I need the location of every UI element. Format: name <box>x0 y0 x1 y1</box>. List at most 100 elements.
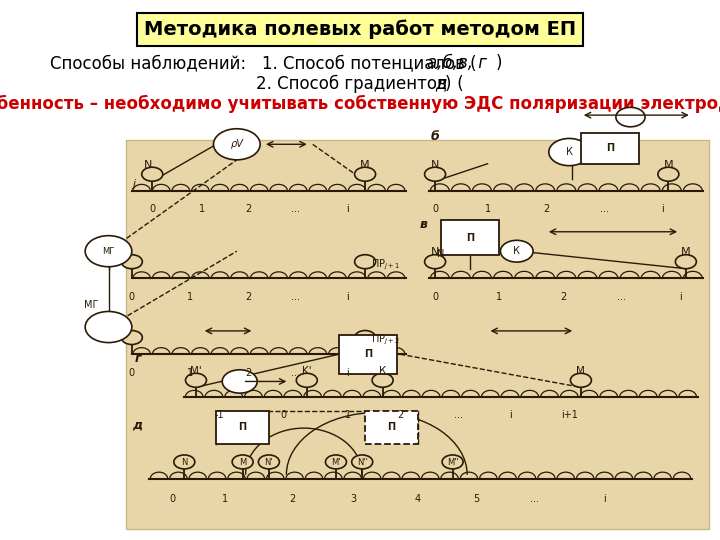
Text: 3: 3 <box>351 494 356 504</box>
Ellipse shape <box>122 255 143 269</box>
Text: i: i <box>346 204 349 214</box>
Ellipse shape <box>355 255 376 269</box>
Text: 2: 2 <box>543 204 549 214</box>
Text: K': K' <box>302 366 312 376</box>
Ellipse shape <box>616 107 645 127</box>
Ellipse shape <box>425 255 446 269</box>
Ellipse shape <box>355 167 376 181</box>
Ellipse shape <box>500 240 533 262</box>
Text: ...: ... <box>600 204 608 214</box>
Text: ρV: ρV <box>230 139 243 149</box>
Text: N: N <box>181 458 187 467</box>
Ellipse shape <box>85 235 132 267</box>
Text: П: П <box>466 233 474 242</box>
Ellipse shape <box>85 312 132 342</box>
Text: i: i <box>679 292 681 302</box>
Text: M: M <box>681 247 690 257</box>
Text: 0: 0 <box>280 410 287 421</box>
Ellipse shape <box>142 167 163 181</box>
Text: 0: 0 <box>432 204 438 214</box>
Text: N: N <box>437 249 445 259</box>
Text: б: б <box>431 130 439 144</box>
Text: N'': N'' <box>356 458 368 467</box>
Ellipse shape <box>549 138 590 166</box>
FancyBboxPatch shape <box>126 140 709 529</box>
Ellipse shape <box>570 373 591 387</box>
Bar <box>339 335 397 374</box>
Text: M': M' <box>331 458 341 467</box>
Ellipse shape <box>258 455 279 469</box>
Text: M': M' <box>190 366 202 376</box>
Text: i: i <box>510 410 513 421</box>
Ellipse shape <box>355 330 376 345</box>
Text: i: i <box>346 292 349 302</box>
Text: а,б,в, г: а,б,в, г <box>427 54 487 72</box>
Text: N: N <box>144 159 153 170</box>
Text: 5: 5 <box>473 494 479 504</box>
Text: N: N <box>431 247 439 257</box>
Text: ПР$_{j+1}$: ПР$_{j+1}$ <box>371 257 400 272</box>
Ellipse shape <box>122 330 143 345</box>
Text: П: П <box>606 143 614 153</box>
Text: К: К <box>379 366 386 376</box>
Text: 1: 1 <box>496 292 503 302</box>
Text: 0: 0 <box>170 494 176 504</box>
Text: д: д <box>132 418 143 431</box>
Ellipse shape <box>675 255 696 269</box>
Ellipse shape <box>372 373 393 387</box>
Ellipse shape <box>232 455 253 469</box>
Text: 0: 0 <box>129 368 135 377</box>
Text: П: П <box>238 422 247 432</box>
Text: 2: 2 <box>246 204 251 214</box>
Text: в: в <box>420 218 428 231</box>
Bar <box>441 220 499 255</box>
Text: ...: ... <box>291 204 300 214</box>
Ellipse shape <box>297 373 318 387</box>
Text: 2: 2 <box>289 494 295 504</box>
Bar <box>217 410 269 444</box>
Text: 0: 0 <box>432 292 438 302</box>
Ellipse shape <box>658 167 679 181</box>
Text: i: i <box>346 368 349 377</box>
Text: ПР$_{j+2}$: ПР$_{j+2}$ <box>371 333 400 347</box>
Text: 1: 1 <box>222 494 228 504</box>
Text: 4: 4 <box>415 494 420 504</box>
Text: Методика полевых работ методом ЕП: Методика полевых работ методом ЕП <box>144 20 576 39</box>
Text: К: К <box>566 147 572 157</box>
Bar <box>365 410 418 444</box>
Ellipse shape <box>174 455 195 469</box>
Text: МГ: МГ <box>102 247 114 256</box>
Text: i: i <box>603 494 606 504</box>
Text: ...: ... <box>617 292 626 302</box>
Text: П: П <box>364 349 372 359</box>
Ellipse shape <box>351 455 373 469</box>
Text: 1: 1 <box>345 410 351 421</box>
Text: Особенность – необходимо учитывать собственную ЭДС поляризации электродов.: Особенность – необходимо учитывать собст… <box>0 95 720 113</box>
Text: 2: 2 <box>246 292 251 302</box>
Text: 1: 1 <box>187 368 193 377</box>
Text: 2: 2 <box>397 410 403 421</box>
Text: M: M <box>239 458 246 467</box>
Text: j: j <box>132 179 135 189</box>
Text: ...: ... <box>530 494 539 504</box>
Text: 0: 0 <box>129 292 135 302</box>
Text: N': N' <box>264 458 273 467</box>
Ellipse shape <box>425 167 446 181</box>
Text: 2. Способ градиентов  (: 2. Способ градиентов ( <box>256 75 463 93</box>
Text: M: M <box>664 159 673 170</box>
Text: N: N <box>431 159 439 170</box>
Text: ): ) <box>444 75 451 93</box>
Text: 1: 1 <box>187 292 193 302</box>
Text: П: П <box>387 422 395 432</box>
Text: M'': M'' <box>446 458 459 467</box>
Text: ...: ... <box>291 368 300 377</box>
Text: Способы наблюдений:   1. Способ потенциалов (: Способы наблюдений: 1. Способ потенциало… <box>50 54 477 72</box>
Text: M: M <box>360 159 370 170</box>
Text: ...: ... <box>454 410 463 421</box>
Text: M: M <box>577 366 585 376</box>
Text: МГ: МГ <box>84 300 98 309</box>
Text: -1: -1 <box>215 410 224 421</box>
Text: 1: 1 <box>485 204 490 214</box>
Text: i+1: i+1 <box>561 410 577 421</box>
Ellipse shape <box>325 455 346 469</box>
